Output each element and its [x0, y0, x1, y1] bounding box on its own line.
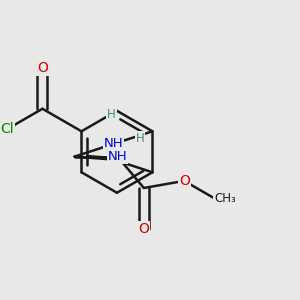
Text: CH₃: CH₃ — [214, 192, 236, 205]
Text: H: H — [136, 132, 144, 145]
Text: Cl: Cl — [0, 122, 14, 136]
Text: NH: NH — [104, 137, 123, 151]
Text: H: H — [107, 108, 116, 121]
Text: O: O — [179, 174, 190, 188]
Text: NH: NH — [108, 150, 127, 163]
Text: O: O — [37, 61, 48, 75]
Text: N: N — [108, 153, 119, 166]
Text: O: O — [138, 222, 149, 236]
